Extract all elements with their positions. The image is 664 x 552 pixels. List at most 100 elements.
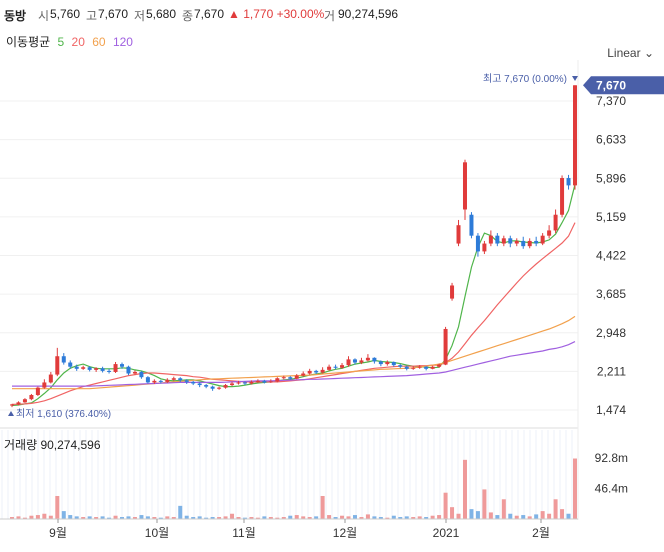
candle-body — [223, 385, 228, 388]
candle-body — [547, 230, 552, 236]
volume-bar — [540, 511, 545, 519]
x-tick-label: 11월 — [232, 526, 256, 540]
scale-label: Linear — [607, 46, 641, 60]
candle-body — [230, 383, 235, 386]
candle-body — [456, 225, 461, 244]
ma-60-label[interactable]: 60 — [92, 35, 106, 49]
volume-bar — [87, 516, 92, 519]
x-tick-label: 10월 — [145, 526, 169, 540]
scale-dropdown[interactable]: Linear ⌄ — [607, 46, 654, 60]
volume-bar — [378, 517, 383, 519]
ma-120-label[interactable]: 120 — [112, 35, 133, 49]
volume-tick-label: 92.8m — [595, 451, 628, 465]
ma-5-line — [11, 184, 576, 407]
close-label: 종 — [182, 9, 194, 23]
open-value: 5,760 — [50, 7, 81, 21]
chevron-down-icon: ⌄ — [643, 46, 654, 60]
volume-bar — [566, 513, 571, 519]
ma-20-label[interactable]: 20 — [71, 35, 85, 49]
volume-bar — [184, 515, 189, 519]
volume-bar — [398, 517, 403, 519]
volume-bar — [74, 516, 79, 519]
volume-bar — [469, 509, 474, 519]
volume-bar — [191, 517, 196, 519]
candle-body — [294, 375, 299, 379]
candle-body — [391, 361, 396, 366]
change-value: ▲ 1,770 +30.00% — [228, 7, 325, 21]
volume-bar — [385, 517, 390, 519]
candle-body — [288, 377, 293, 379]
candle-body — [475, 235, 480, 252]
volume-bar — [573, 458, 577, 519]
candle-body — [145, 377, 150, 383]
volume-bar — [411, 517, 416, 519]
ma-20-line — [11, 222, 576, 405]
volume-bar — [462, 459, 467, 519]
candle-body — [55, 356, 60, 375]
volume-bar — [94, 517, 99, 519]
volume-value: 90,274,596 — [338, 7, 399, 21]
current-price-tag — [583, 76, 664, 95]
candle-body — [197, 383, 202, 386]
candle-body — [191, 381, 196, 384]
volume-bar — [139, 515, 144, 519]
ma-5-label[interactable]: 5 — [57, 35, 65, 49]
volume-bar — [307, 517, 312, 519]
candle-body — [68, 362, 73, 367]
candle-body — [35, 387, 40, 396]
volume-bar — [61, 511, 66, 519]
volume-bar — [10, 517, 14, 519]
candle-body — [320, 369, 325, 373]
candle-body — [385, 361, 390, 365]
volume-bar — [352, 515, 357, 519]
volume-bar — [534, 514, 539, 519]
candle-body — [262, 380, 267, 383]
volume-bar — [81, 517, 86, 519]
volume-bar — [553, 499, 558, 519]
volume-bar — [488, 512, 493, 519]
candle-body — [495, 235, 500, 244]
y-tick-label: 5,896 — [596, 171, 626, 185]
candle-body — [327, 366, 332, 370]
candle-body — [120, 364, 125, 367]
volume-bar — [223, 516, 228, 519]
candle-body — [132, 371, 137, 374]
volume-bar — [340, 515, 345, 519]
high-marker-icon — [572, 76, 578, 81]
low-marker-icon — [8, 411, 14, 416]
candle-body — [178, 378, 183, 381]
volume-bar — [242, 517, 247, 519]
volume-bar — [268, 517, 273, 519]
candle-body — [534, 240, 539, 244]
volume-bar — [42, 513, 47, 519]
candle-body — [482, 243, 487, 252]
volume-bar — [391, 515, 396, 519]
volume-bar — [430, 515, 435, 519]
volume-bar — [443, 492, 448, 519]
volume-bar — [35, 515, 40, 519]
volume-bar — [547, 513, 552, 519]
volume-bar — [521, 515, 526, 519]
period-high-annotation: 최고 7,670 (0.00%) — [483, 73, 567, 85]
candle-body — [340, 365, 345, 368]
candle-body — [210, 386, 215, 389]
volume-bar — [178, 505, 183, 519]
candle-body — [165, 379, 170, 382]
x-tick-label: 9월 — [49, 526, 67, 540]
volume-bar — [495, 515, 500, 519]
y-tick-label: 5,159 — [596, 210, 626, 224]
volume-bar — [230, 513, 235, 519]
volume-bar — [55, 495, 60, 519]
volume-bar — [320, 495, 325, 519]
volume-bar — [158, 517, 163, 519]
candle-body — [217, 387, 222, 389]
ma-legend-label: 이동평균 — [6, 35, 51, 49]
candle-body — [10, 404, 14, 406]
volume-bar — [120, 517, 125, 519]
candle-body — [404, 366, 409, 369]
candle-body — [74, 366, 79, 369]
volume-bar — [301, 516, 306, 519]
volume-bar — [29, 515, 34, 519]
volume-bar — [255, 517, 260, 519]
